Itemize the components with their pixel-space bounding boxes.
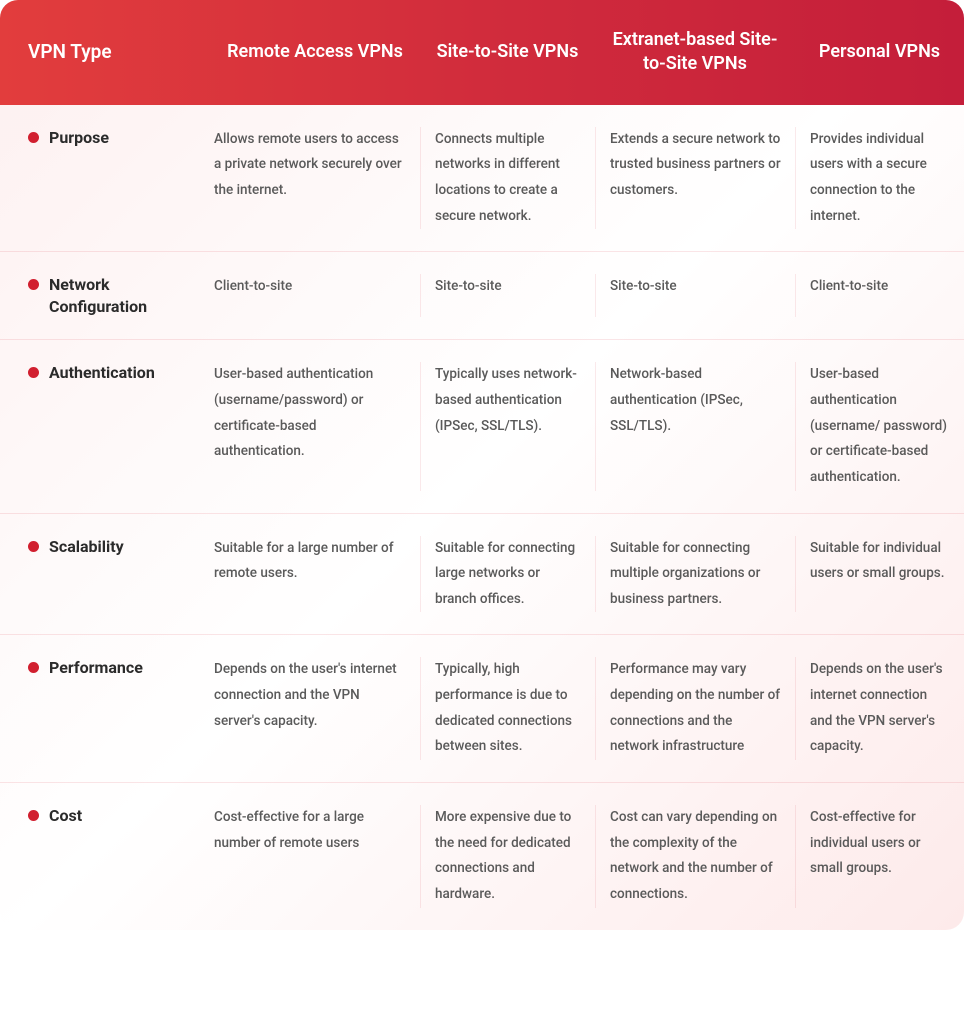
cell-purpose-extranet: Extends a secure network to trusted busi…: [595, 127, 795, 230]
table-row-authentication: Authentication User-based authentication…: [0, 340, 964, 513]
bullet-icon: [28, 279, 39, 290]
row-label-text: Authentication: [49, 362, 155, 384]
header-site-to-site: Site-to-Site VPNs: [420, 40, 595, 64]
table-header-row: VPN Type Remote Access VPNs Site-to-Site…: [0, 0, 964, 105]
cell-perf-s2s: Typically, high performance is due to de…: [420, 657, 595, 760]
vpn-comparison-table: VPN Type Remote Access VPNs Site-to-Site…: [0, 0, 964, 930]
row-label-performance: Performance: [0, 657, 210, 760]
cell-perf-personal: Depends on the user's internet connectio…: [795, 657, 964, 760]
cell-auth-extranet: Network-based authentication (IPSec, SSL…: [595, 362, 795, 490]
cell-scale-remote: Suitable for a large number of remote us…: [210, 536, 420, 613]
cell-netconf-extranet: Site-to-site: [595, 274, 795, 317]
header-personal: Personal VPNs: [795, 40, 964, 64]
cell-cost-personal: Cost-effective for individual users or s…: [795, 805, 964, 908]
cell-scale-personal: Suitable for individual users or small g…: [795, 536, 964, 613]
cell-purpose-remote: Allows remote users to access a private …: [210, 127, 420, 230]
row-label-text: Performance: [49, 657, 143, 679]
table-row-scalability: Scalability Suitable for a large number …: [0, 514, 964, 636]
cell-netconf-remote: Client-to-site: [210, 274, 420, 317]
row-label-cost: Cost: [0, 805, 210, 908]
row-label-text: Network Configuration: [49, 274, 200, 317]
bullet-icon: [28, 132, 39, 143]
cell-purpose-personal: Provides individual users with a secure …: [795, 127, 964, 230]
bullet-icon: [28, 541, 39, 552]
cell-cost-extranet: Cost can vary depending on the complexit…: [595, 805, 795, 908]
cell-scale-s2s: Suitable for connecting large networks o…: [420, 536, 595, 613]
cell-auth-remote: User-based authentication (username/pass…: [210, 362, 420, 490]
bullet-icon: [28, 662, 39, 673]
bullet-icon: [28, 810, 39, 821]
cell-auth-personal: User-based authentication (username/ pas…: [795, 362, 964, 490]
header-vpn-type: VPN Type: [0, 39, 210, 65]
row-label-network-config: Network Configuration: [0, 274, 210, 317]
cell-scale-extranet: Suitable for connecting multiple organiz…: [595, 536, 795, 613]
row-label-authentication: Authentication: [0, 362, 210, 490]
row-label-purpose: Purpose: [0, 127, 210, 230]
row-label-scalability: Scalability: [0, 536, 210, 613]
cell-netconf-personal: Client-to-site: [795, 274, 964, 317]
table-row-performance: Performance Depends on the user's intern…: [0, 635, 964, 783]
cell-purpose-s2s: Connects multiple networks in different …: [420, 127, 595, 230]
table-row-cost: Cost Cost-effective for a large number o…: [0, 783, 964, 930]
header-extranet: Extranet-based Site-to-Site VPNs: [595, 28, 795, 77]
row-label-text: Scalability: [49, 536, 124, 558]
table-row-purpose: Purpose Allows remote users to access a …: [0, 105, 964, 253]
row-label-text: Cost: [49, 805, 82, 827]
header-remote-access: Remote Access VPNs: [210, 40, 420, 64]
cell-auth-s2s: Typically uses network-based authenticat…: [420, 362, 595, 490]
cell-perf-remote: Depends on the user's internet connectio…: [210, 657, 420, 760]
cell-cost-s2s: More expensive due to the need for dedic…: [420, 805, 595, 908]
table-row-network-config: Network Configuration Client-to-site Sit…: [0, 252, 964, 340]
row-label-text: Purpose: [49, 127, 109, 149]
cell-netconf-s2s: Site-to-site: [420, 274, 595, 317]
cell-perf-extranet: Performance may vary depending on the nu…: [595, 657, 795, 760]
cell-cost-remote: Cost-effective for a large number of rem…: [210, 805, 420, 908]
bullet-icon: [28, 367, 39, 378]
